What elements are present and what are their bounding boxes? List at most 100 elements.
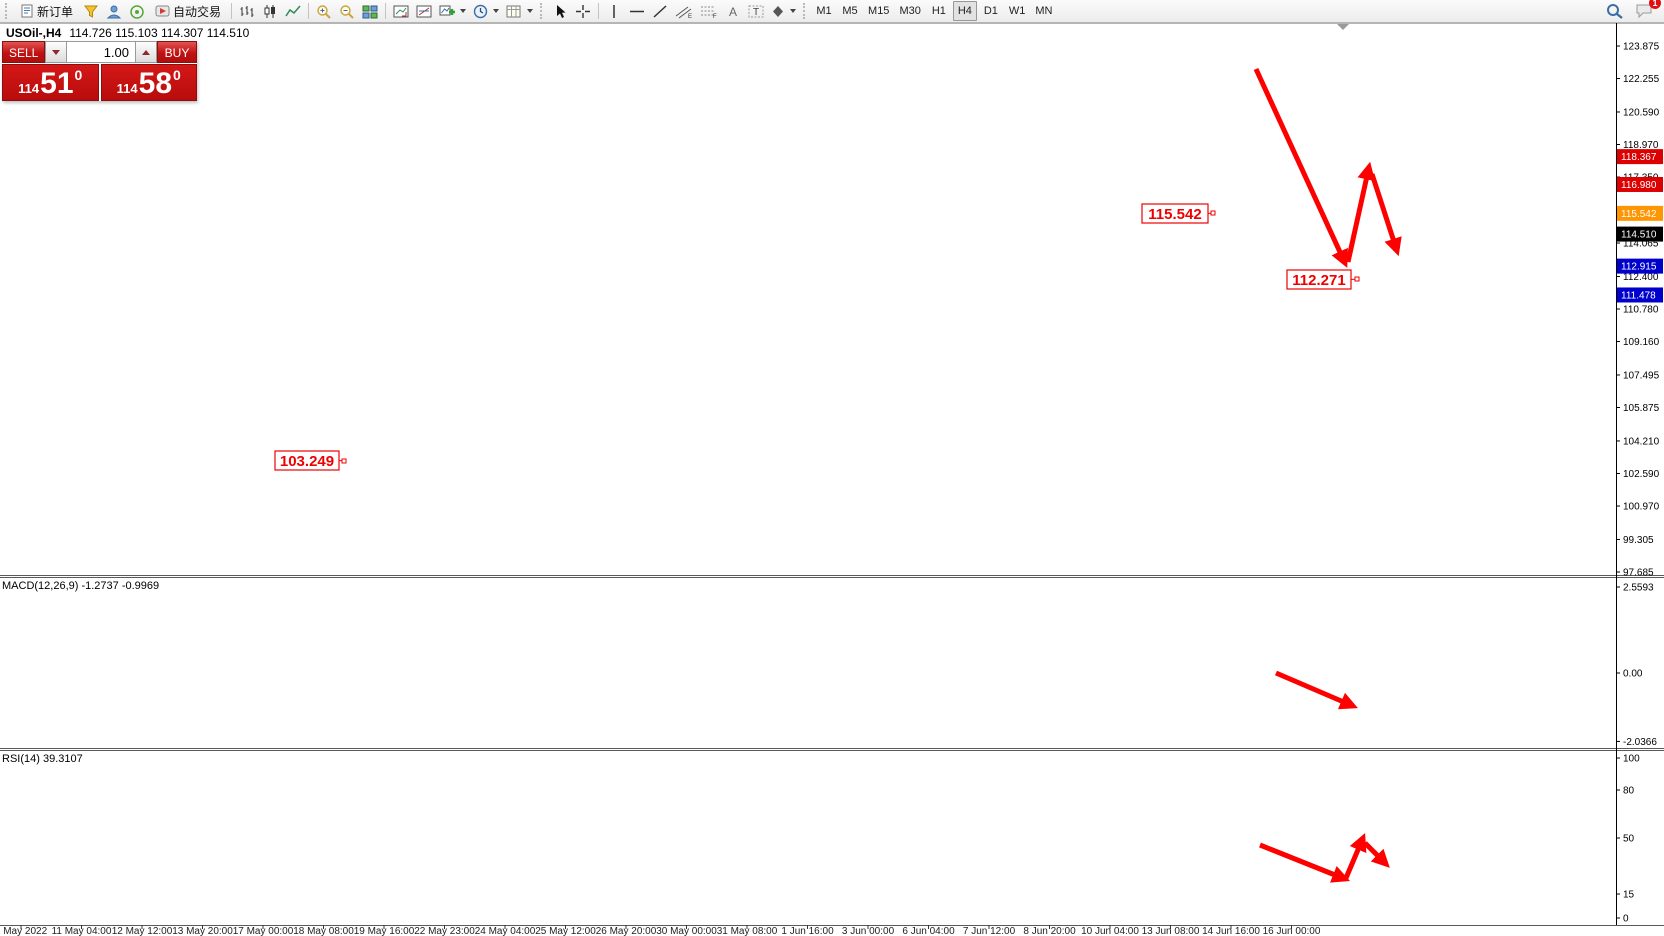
crosshair-tool-button[interactable] — [572, 1, 594, 21]
text-label-icon: T — [748, 5, 764, 18]
auto-trading-button[interactable]: 自动交易 — [149, 1, 227, 21]
line-chart-mode-button[interactable] — [282, 1, 304, 21]
dropdown-caret — [527, 9, 534, 13]
chart-annotations[interactable]: 115.542 112.271 103.249 — [274, 67, 1402, 883]
buy-price-tile[interactable]: 114 58 0 — [100, 64, 197, 101]
market-watch-button[interactable] — [80, 1, 102, 21]
zoom-in-button[interactable] — [313, 1, 335, 21]
dropdown-caret — [493, 9, 500, 13]
trend-arrow[interactable] — [1345, 161, 1376, 263]
chevron-down-icon[interactable] — [1337, 24, 1349, 30]
price-annotation-box[interactable] — [1141, 203, 1209, 224]
sell-button[interactable]: SELL — [2, 41, 46, 63]
price-annotation-box[interactable] — [274, 450, 340, 471]
volume-increase-button[interactable] — [135, 41, 157, 63]
label-tool-button[interactable]: T — [745, 1, 767, 21]
add-indicator-button[interactable] — [436, 1, 469, 21]
notification-badge: 1 — [1649, 0, 1661, 9]
macd-label: MACD(12,26,9) -1.2737 -0.9969 — [2, 580, 160, 592]
price-badge — [1617, 205, 1663, 221]
vertical-line-icon — [613, 4, 615, 18]
hline-tool-button[interactable] — [626, 1, 648, 21]
objects-window-button[interactable] — [413, 1, 435, 21]
toolbar-grip — [540, 3, 545, 19]
timeframe-button-m15[interactable]: M15 — [864, 1, 893, 21]
price-tick-label: 97.685 — [1623, 567, 1654, 578]
price-badge — [1617, 176, 1663, 192]
sell-price-integer: 114 — [18, 81, 40, 96]
volume-input[interactable] — [67, 41, 135, 63]
price-badge-label: 115.542 — [1621, 209, 1657, 220]
buy-button[interactable]: BUY — [157, 41, 197, 63]
fibonacci-tool-button[interactable]: F — [697, 1, 721, 21]
sell-price-pip: 0 — [74, 67, 83, 83]
new-order-label: 新订单 — [37, 4, 74, 19]
cursor-tool-button[interactable] — [549, 1, 571, 21]
price-badge-label: 116.980 — [1621, 180, 1657, 191]
macd-tick-label: 0.00 — [1623, 669, 1643, 680]
bar-chart-icon — [240, 5, 254, 17]
candle-chart-mode-button[interactable] — [259, 1, 281, 21]
trend-arrow[interactable] — [1253, 67, 1348, 268]
timeframe-button-m5[interactable]: M5 — [838, 1, 862, 21]
timeframe-button-h4[interactable]: H4 — [952, 1, 977, 21]
ohlc-values: 114.726 115.103 114.307 114.510 — [69, 26, 250, 40]
macd-arrow[interactable] — [1275, 670, 1358, 710]
time-tick-label: 24 May 04:00 — [475, 926, 536, 936]
rsi-arrow[interactable] — [1343, 833, 1367, 879]
trendline-icon — [653, 4, 667, 18]
notifications-button[interactable]: 1 — [1632, 0, 1661, 21]
clock-icon — [473, 4, 488, 18]
templates-button[interactable] — [503, 1, 536, 21]
separator — [385, 3, 387, 19]
time-axis[interactable]: 9 May 2022 11 May 04:00 12 May 12:00 13 May… — [0, 925, 1321, 936]
time-tick-label: 26 May 20:00 — [596, 926, 657, 936]
rsi-tick-label: 15 — [1623, 890, 1635, 901]
price-badge-label: 114.510 — [1621, 230, 1657, 241]
timeframe-button-w1[interactable]: W1 — [1005, 1, 1030, 21]
timeframe-group: M1 M5 M15 M30 H1 H4 D1 W1 MN — [812, 1, 1056, 21]
trend-arrow[interactable] — [1369, 173, 1402, 257]
separator — [308, 3, 310, 19]
cursor-icon — [557, 4, 566, 18]
zoom-out-button[interactable] — [336, 1, 358, 21]
time-tick-label: 30 May 00:00 — [656, 926, 717, 936]
price-axis[interactable]: 123.875122.255120.590118.970117.350115.7… — [1616, 42, 1663, 925]
time-tick-label: 17 May 00:00 — [233, 926, 294, 936]
price-tick-label: 118.970 — [1623, 140, 1659, 151]
channel-tool-button[interactable]: E — [672, 1, 696, 21]
timeframe-button-d1[interactable]: D1 — [979, 1, 1003, 21]
indicator-window-button[interactable] — [390, 1, 412, 21]
volume-decrease-button[interactable] — [45, 41, 68, 63]
crosshair-icon — [576, 4, 591, 18]
price-annotation-label: 112.271 — [1292, 272, 1345, 289]
sell-price-tile[interactable]: 114 51 0 — [2, 64, 99, 101]
timeframe-button-m1[interactable]: M1 — [812, 1, 836, 21]
timeframe-button-mn[interactable]: MN — [1031, 1, 1056, 21]
price-annotation-label: 103.249 — [280, 453, 334, 470]
shapes-tool-button[interactable] — [768, 1, 799, 21]
bar-chart-mode-button[interactable] — [236, 1, 258, 21]
new-order-button[interactable]: 新订单 — [14, 1, 79, 21]
text-icon: A — [729, 5, 737, 19]
tile-windows-button[interactable] — [359, 1, 381, 21]
price-badge-label: 118.367 — [1621, 152, 1657, 163]
accounts-button[interactable] — [103, 1, 125, 21]
timeframe-button-m30[interactable]: M30 — [895, 1, 924, 21]
price-annotation-box[interactable] — [1286, 269, 1352, 290]
rsi-arrow[interactable] — [1363, 841, 1390, 868]
vline-tool-button[interactable] — [603, 1, 625, 21]
timeframe-button-h1[interactable]: H1 — [927, 1, 951, 21]
price-tick-label: 109.160 — [1623, 337, 1660, 348]
trendline-tool-button[interactable] — [649, 1, 671, 21]
signals-button[interactable] — [126, 1, 148, 21]
rsi-label: RSI(14) 39.3107 — [2, 753, 83, 765]
time-tick-label: 10 Jun 04:00 — [1081, 926, 1139, 936]
period-button[interactable] — [470, 1, 502, 21]
text-tool-button[interactable]: A — [722, 1, 744, 21]
search-button[interactable] — [1603, 1, 1626, 21]
price-badge — [1617, 258, 1663, 274]
rsi-arrow[interactable] — [1259, 842, 1351, 883]
price-tick-label: 102.590 — [1623, 469, 1660, 480]
